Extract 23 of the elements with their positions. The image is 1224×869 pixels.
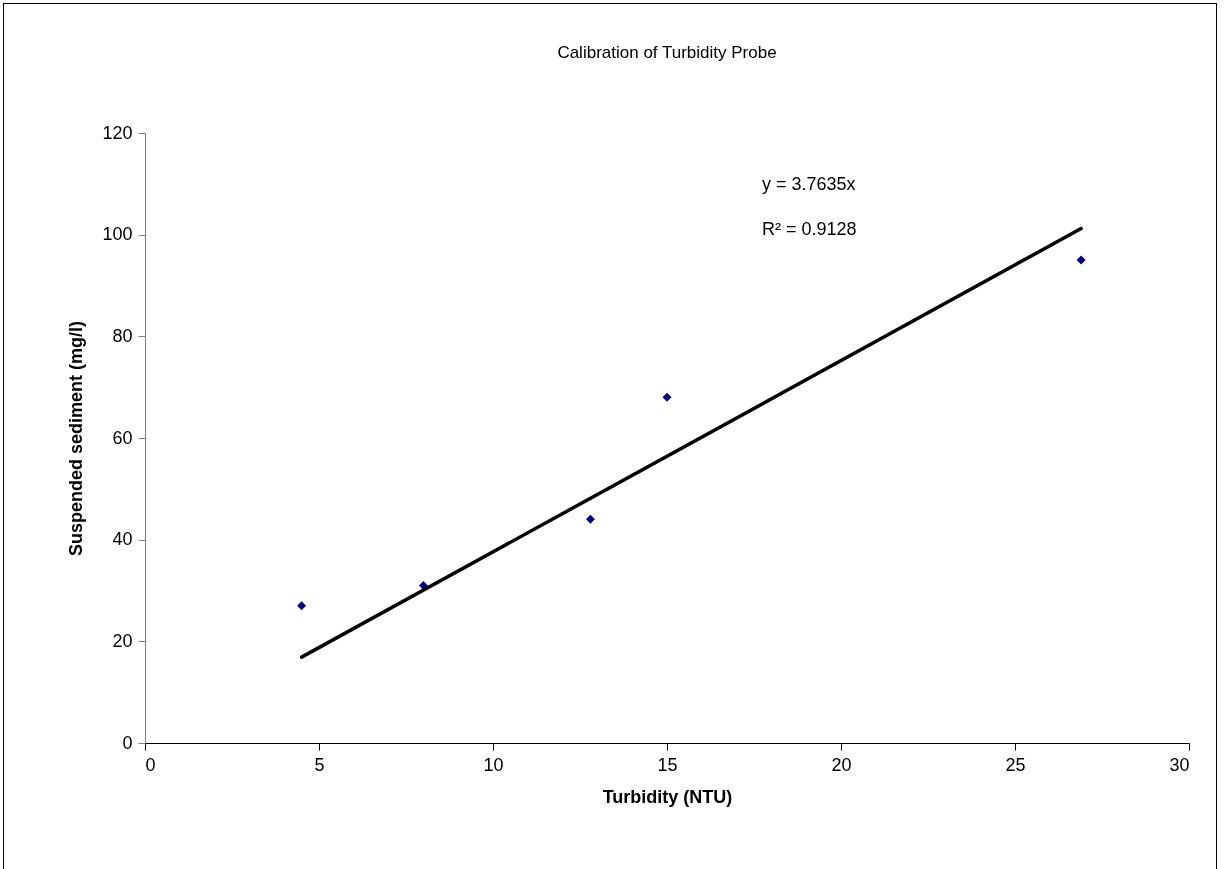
point xyxy=(585,514,595,524)
point xyxy=(297,601,307,611)
annotation: y = 3.7635x xyxy=(762,174,856,194)
x-tick-label: 5 xyxy=(314,754,325,775)
y-tick-label: 20 xyxy=(112,630,133,651)
x-tick-label: 30 xyxy=(1169,754,1190,775)
x-tick-label: 10 xyxy=(483,754,504,775)
point xyxy=(662,392,672,402)
y-tick-label: 80 xyxy=(112,325,133,346)
y-tick-label: 100 xyxy=(102,224,133,245)
y-tick-label: 60 xyxy=(112,427,133,448)
y-tick-label: 0 xyxy=(122,732,133,753)
x-tick-label: 25 xyxy=(1005,754,1026,775)
y-tick-label: 120 xyxy=(102,122,133,143)
annotation: R² = 0.9128 xyxy=(762,219,857,239)
y-axis-title: Suspended sediment (mg/l) xyxy=(66,320,87,557)
point xyxy=(1076,255,1086,265)
y-tick-label: 40 xyxy=(112,529,133,550)
chart-title: Calibration of Turbidity Probe xyxy=(557,43,777,62)
x-tick-label: 20 xyxy=(831,754,852,775)
x-axis-title: Turbidity (NTU) xyxy=(602,786,733,807)
x-tick-label: 15 xyxy=(657,754,678,775)
x-tick-label: 0 xyxy=(145,754,156,775)
